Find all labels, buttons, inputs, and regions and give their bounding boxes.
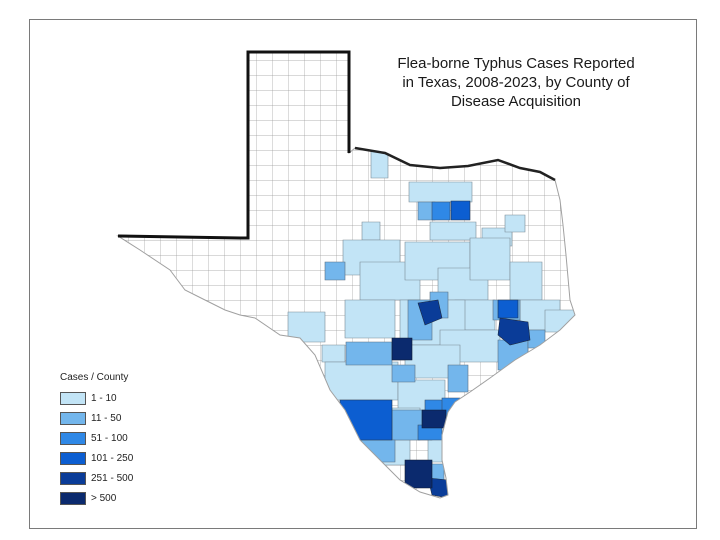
north-border-heavy (117, 50, 351, 240)
title-line-2: in Texas, 2008-2023, by County of (402, 74, 630, 91)
legend-label: 1 - 10 (91, 392, 117, 404)
title-line-1: Flea-borne Typhus Cases Reported (397, 55, 635, 72)
legend-swatch (60, 491, 86, 505)
legend-swatch (60, 431, 86, 445)
map-title: Flea-borne Typhus Cases Reported in Texa… (375, 54, 657, 111)
legend-title: Cases / County (60, 372, 129, 383)
legend-label: 251 - 500 (91, 472, 134, 484)
legend-label: 51 - 100 (91, 432, 128, 444)
red-river-border (354, 146, 556, 182)
legend-swatch (60, 411, 86, 425)
legend-item: 51 - 100 (60, 428, 180, 448)
legend-swatch (60, 391, 86, 405)
legend-swatch (60, 471, 86, 485)
legend-item: 251 - 500 (60, 468, 180, 488)
legend-swatch (60, 451, 86, 465)
legend-item: 11 - 50 (60, 408, 180, 428)
counties-over-500 (391, 337, 447, 489)
legend-item: 1 - 10 (60, 388, 180, 408)
counties-251-500 (417, 299, 531, 498)
legend-item: > 500 (60, 488, 180, 508)
legend-label: 101 - 250 (91, 452, 134, 464)
legend-item: 101 - 250 (60, 448, 180, 468)
title-line-3: Disease Acquisition (450, 93, 582, 110)
legend: Cases / County 1 - 10 11 - 50 51 - 100 1… (60, 372, 180, 508)
legend-label: 11 - 50 (91, 412, 122, 424)
legend-label: > 500 (91, 492, 117, 504)
